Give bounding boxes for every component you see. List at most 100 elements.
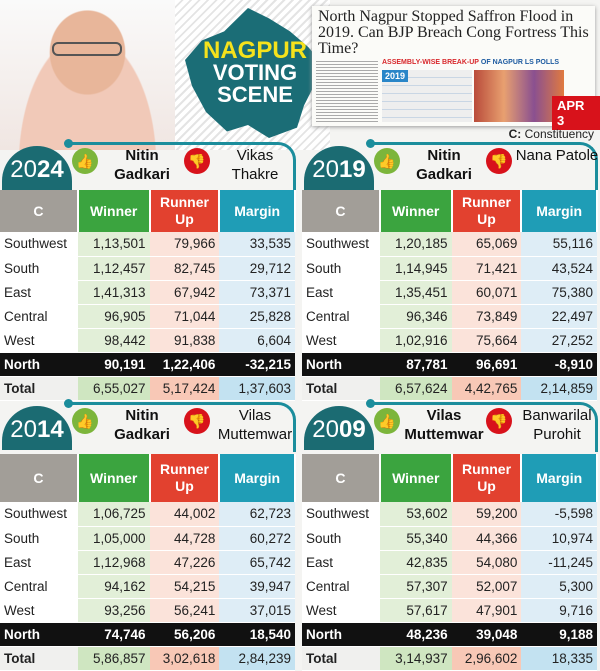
header-row: C Winner Runner Up Margin xyxy=(302,190,598,232)
winner-name: Vilas Muttemwar xyxy=(404,407,484,443)
cell-runner: 47,226 xyxy=(149,550,220,575)
table-row: Central 94,162 54,215 39,947 xyxy=(0,574,295,599)
cell-constituency: North xyxy=(302,622,380,647)
cell-runner: 52,007 xyxy=(451,574,522,599)
results-table: C Winner Runner Up Margin Southwest 1,06,725 4… xyxy=(0,454,296,671)
cell-margin: 9,716 xyxy=(521,598,597,623)
cell-margin: 65,742 xyxy=(219,550,295,575)
cell-constituency: West xyxy=(0,598,78,623)
cell-runner: 5,17,424 xyxy=(149,376,220,401)
candidate-photo xyxy=(0,0,175,150)
table-row: Total 6,57,624 4,42,765 2,14,859 xyxy=(302,376,597,401)
column-header-1: Winner xyxy=(379,454,453,502)
cell-winner: 96,346 xyxy=(379,304,452,329)
table-row: Southwest 1,20,185 65,069 55,116 xyxy=(302,232,597,257)
cell-runner: 79,966 xyxy=(149,232,220,257)
cell-margin: 2,14,859 xyxy=(521,376,597,401)
runner-name: Nana Patole xyxy=(515,147,599,164)
cell-runner: 71,421 xyxy=(451,256,522,281)
cell-margin: 37,015 xyxy=(219,598,295,623)
cell-winner: 1,12,968 xyxy=(77,550,150,575)
column-header-3: Margin xyxy=(219,190,296,232)
thumbs-down-icon: 👎 xyxy=(486,148,512,174)
cell-margin: -8,910 xyxy=(521,352,597,377)
cell-winner: 1,06,725 xyxy=(77,502,150,527)
cell-constituency: Total xyxy=(302,646,380,671)
column-header-0: C xyxy=(302,454,381,502)
cell-margin: 29,712 xyxy=(219,256,295,281)
results-table: C Winner Runner Up Margin Southwest 53,602 59,… xyxy=(302,454,598,671)
cell-margin: 43,524 xyxy=(521,256,597,281)
cell-runner: 75,664 xyxy=(451,328,522,353)
cell-runner: 47,901 xyxy=(451,598,522,623)
cell-winner: 98,442 xyxy=(77,328,150,353)
cell-constituency: South xyxy=(0,256,78,281)
panel-arc xyxy=(366,139,598,192)
cell-runner: 3,02,618 xyxy=(149,646,220,671)
cell-margin: -32,215 xyxy=(219,352,295,377)
cell-runner: 71,044 xyxy=(149,304,220,329)
results-table: C Winner Runner Up Margin Southwest 1,20,185 6… xyxy=(302,190,598,401)
cell-margin: 27,252 xyxy=(521,328,597,353)
cell-margin: 2,84,239 xyxy=(219,646,295,671)
table-row: Central 96,346 73,849 22,497 xyxy=(302,304,597,329)
cell-margin: 33,535 xyxy=(219,232,295,257)
title-line3: SCENE xyxy=(217,82,293,107)
year-prefix: 20 xyxy=(312,156,339,183)
table-row: Total 3,14,937 2,96,602 18,335 xyxy=(302,646,597,671)
cell-margin: -11,245 xyxy=(521,550,597,575)
table-row: West 93,256 56,241 37,015 xyxy=(0,598,295,623)
column-header-3: Margin xyxy=(521,454,598,502)
year-suffix: 19 xyxy=(339,156,366,183)
table-row: East 1,12,968 47,226 65,742 xyxy=(0,550,295,575)
cell-runner: 2,96,602 xyxy=(451,646,522,671)
cell-margin: 1,37,603 xyxy=(219,376,295,401)
cell-runner: 65,069 xyxy=(451,232,522,257)
column-header-2: Runner Up xyxy=(451,190,523,232)
winner-name: Nitin Gadkari xyxy=(114,407,170,443)
winner-name: Nitin Gadkari xyxy=(114,147,170,183)
cell-runner: 39,048 xyxy=(451,622,522,647)
year-prefix: 20 xyxy=(312,416,339,443)
cell-winner: 6,55,027 xyxy=(77,376,150,401)
year-suffix: 24 xyxy=(37,156,64,183)
cell-winner: 53,602 xyxy=(379,502,452,527)
column-header-1: Winner xyxy=(77,190,151,232)
column-header-2: Runner Up xyxy=(149,454,221,502)
year-prefix: 20 xyxy=(10,416,37,443)
cell-constituency: South xyxy=(0,526,78,551)
cell-margin: 39,947 xyxy=(219,574,295,599)
cell-constituency: Total xyxy=(0,376,78,401)
thumbs-up-icon: 👍 xyxy=(374,408,400,434)
cell-margin: 10,974 xyxy=(521,526,597,551)
cell-constituency: West xyxy=(0,328,78,353)
cell-runner: 44,728 xyxy=(149,526,220,551)
year-suffix: 14 xyxy=(37,416,64,443)
cell-margin: 62,723 xyxy=(219,502,295,527)
cell-constituency: South xyxy=(302,256,380,281)
cell-winner: 57,617 xyxy=(379,598,452,623)
cell-constituency: South xyxy=(302,526,380,551)
cell-constituency: East xyxy=(302,280,380,305)
column-header-3: Margin xyxy=(219,454,296,502)
panel-arc xyxy=(64,139,296,192)
cell-winner: 1,02,916 xyxy=(379,328,452,353)
cell-constituency: East xyxy=(0,550,78,575)
cell-winner: 1,14,945 xyxy=(379,256,452,281)
cell-margin: 75,380 xyxy=(521,280,597,305)
cell-margin: 18,540 xyxy=(219,622,295,647)
table-row: East 1,41,313 67,942 73,371 xyxy=(0,280,295,305)
cell-winner: 90,191 xyxy=(77,352,150,377)
cell-winner: 1,41,313 xyxy=(77,280,150,305)
cell-runner: 67,942 xyxy=(149,280,220,305)
year-badge: 2024 xyxy=(2,146,72,190)
cell-constituency: Total xyxy=(0,646,78,671)
runner-name: Vikas Thakre xyxy=(231,147,279,183)
cell-winner: 5,86,857 xyxy=(77,646,150,671)
year-badge: 2014 xyxy=(2,406,72,450)
table-row: South 1,12,457 82,745 29,712 xyxy=(0,256,295,281)
column-header-2: Runner Up xyxy=(149,190,221,232)
cell-constituency: North xyxy=(302,352,380,377)
cell-constituency: Southwest xyxy=(302,232,380,257)
year-suffix: 09 xyxy=(339,416,366,443)
